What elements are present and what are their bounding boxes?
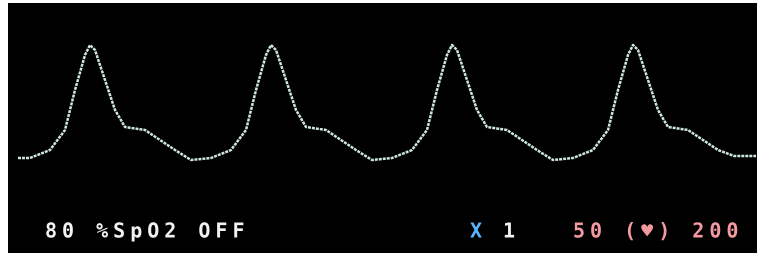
screen-background: [8, 3, 757, 253]
monitor-screen: 80 %SpO2 OFF X 1 50 (♥) 200: [0, 0, 761, 256]
gain-value: 1: [503, 219, 520, 243]
spo2-alarm-text: 80 %SpO2 OFF: [45, 219, 250, 243]
pulse-range: 50 (♥) 200: [573, 219, 743, 243]
gain-symbol: X: [470, 219, 487, 243]
page: 80 %SpO2 OFF X 1 50 (♥) 200 (() => { con…: [0, 0, 761, 256]
